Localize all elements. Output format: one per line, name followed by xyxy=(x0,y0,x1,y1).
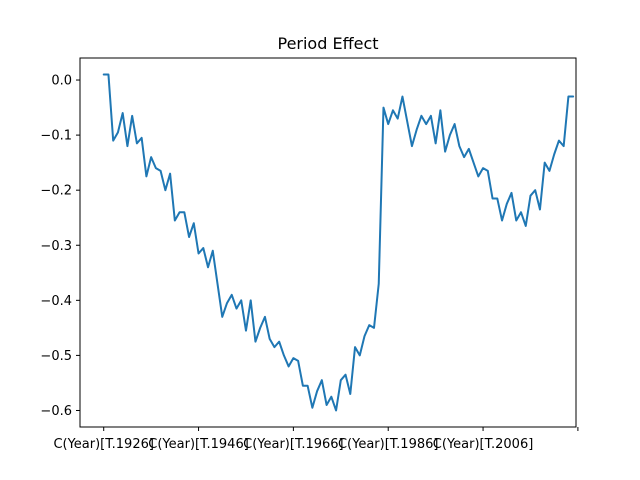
y-axis: 0.0 −0.1 −0.2 −0.3 −0.4 −0.5 −0.6 xyxy=(40,74,80,419)
x-tick-label: C(Year)[T.2006] xyxy=(433,437,534,452)
y-tick-label: −0.4 xyxy=(40,294,72,309)
y-tick-label: −0.6 xyxy=(40,404,72,419)
chart-title: Period Effect xyxy=(277,34,378,53)
plot-area xyxy=(102,73,575,412)
x-tick-label: C(Year)[T.1926] xyxy=(53,437,154,452)
y-tick-label: 0.0 xyxy=(51,74,72,89)
y-tick-label: −0.1 xyxy=(40,129,72,144)
y-tick-label: −0.3 xyxy=(40,239,72,254)
y-tick-label: −0.2 xyxy=(40,184,72,199)
axes-frame xyxy=(79,57,577,428)
x-tick-label: C(Year)[T.1966] xyxy=(243,437,344,452)
x-axis: C(Year)[T.1926]C(Year)[T.1946]C(Year)[T.… xyxy=(53,427,579,452)
y-tick-label: −0.5 xyxy=(40,349,72,364)
x-tick-label: C(Year)[T.1946] xyxy=(148,437,249,452)
series-line xyxy=(102,73,575,412)
x-tick-label: C(Year)[T.1986] xyxy=(338,437,439,452)
